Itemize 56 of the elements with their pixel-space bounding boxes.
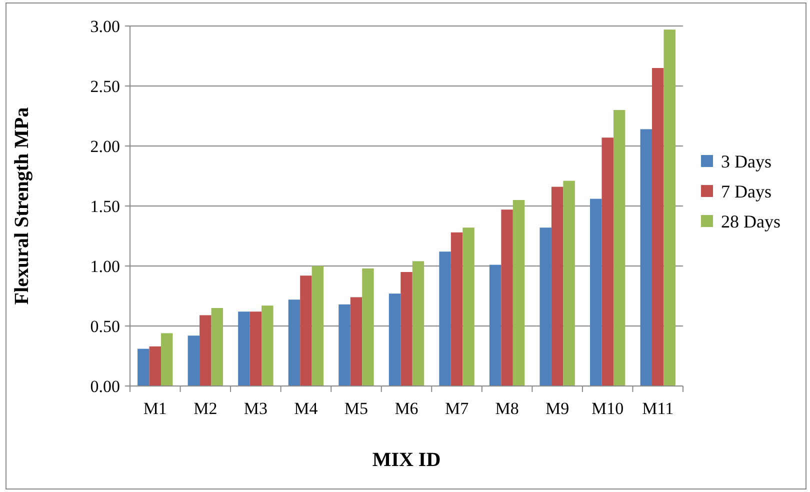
- y-tick-label: 2.50: [90, 76, 120, 96]
- x-axis-title: MIX ID: [372, 449, 441, 471]
- bar: [540, 228, 552, 386]
- y-tick-label: 0.00: [90, 376, 120, 396]
- x-tick-label: M10: [592, 399, 624, 418]
- x-tick-label: M8: [495, 399, 519, 418]
- bar: [250, 312, 262, 386]
- bar: [238, 312, 250, 386]
- bar: [350, 297, 362, 386]
- x-tick-label: M5: [344, 399, 368, 418]
- x-tick-label: M11: [642, 399, 674, 418]
- legend-label: 3 Days: [721, 151, 772, 172]
- bar: [300, 276, 312, 386]
- x-tick-label: M2: [194, 399, 218, 418]
- bar: [312, 266, 324, 386]
- bar: [652, 68, 664, 386]
- bar: [590, 198, 602, 386]
- bar: [613, 110, 626, 386]
- bar: [512, 200, 525, 386]
- y-axis-title: Flexural Strength MPa: [11, 107, 33, 305]
- bar: [388, 294, 401, 386]
- x-tick-label: M4: [294, 399, 318, 418]
- bar: [188, 336, 200, 386]
- y-tick-label: 1.50: [90, 196, 120, 216]
- bar: [161, 333, 173, 386]
- bar: [450, 232, 463, 386]
- bar: [400, 272, 412, 386]
- x-tick-label: M3: [244, 399, 268, 418]
- bar: [412, 261, 424, 386]
- bar: [462, 228, 474, 386]
- bar: [288, 300, 300, 386]
- bar: [149, 346, 161, 386]
- x-tick-label: M1: [143, 399, 167, 418]
- x-tick-label: M9: [546, 399, 570, 418]
- y-tick-label: 2.00: [90, 136, 120, 156]
- bar: [211, 308, 224, 386]
- bar: [501, 210, 513, 386]
- x-tick-label: M6: [394, 399, 418, 418]
- bar: [602, 138, 614, 386]
- bar: [664, 30, 676, 386]
- bar: [362, 268, 374, 386]
- bar: [138, 348, 150, 386]
- bar: [489, 264, 502, 386]
- bar: [640, 129, 652, 386]
- x-tick-label: M7: [444, 399, 470, 418]
- bar: [439, 252, 451, 386]
- bar: [338, 304, 350, 386]
- bar: [563, 180, 575, 386]
- legend-label: 28 Days: [721, 211, 780, 232]
- bar: [551, 186, 564, 386]
- bar: [262, 306, 274, 386]
- y-tick-label: 1.00: [90, 256, 120, 276]
- y-tick-label: 3.00: [90, 16, 120, 36]
- y-tick-label: 0.50: [90, 316, 120, 336]
- legend-label: 7 Days: [721, 181, 772, 202]
- bar: [200, 315, 212, 386]
